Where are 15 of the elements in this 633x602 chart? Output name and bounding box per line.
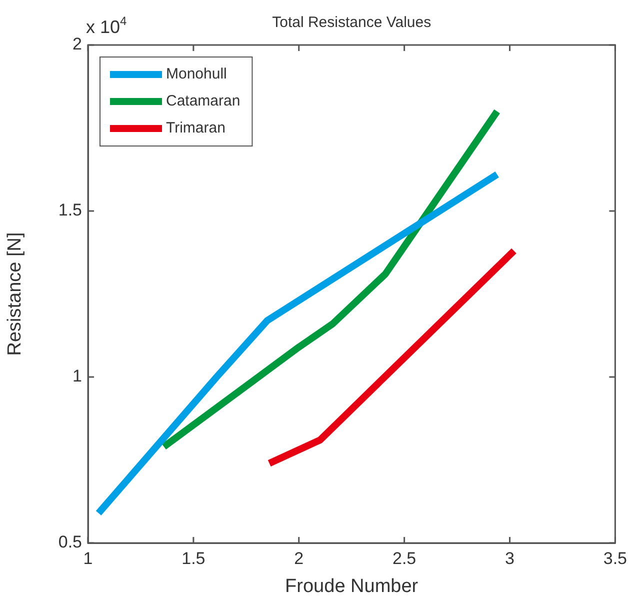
y-axis-title: Resistance [N] (4, 232, 26, 356)
legend-label: Monohull (166, 66, 227, 83)
y-tick-label: 2 (72, 34, 82, 54)
legend-label: Trimaran (166, 120, 226, 137)
y-tick-label: 0.5 (58, 532, 82, 552)
x-tick-label: 2.5 (392, 548, 416, 568)
x-tick-label: 1.5 (182, 548, 206, 568)
x-tick-label: 3.5 (603, 548, 628, 568)
legend-label: Catamaran (166, 92, 240, 110)
y-tick-label: 1 (72, 366, 82, 386)
x-axis-title: Froude Number (285, 576, 419, 597)
x-tick-label: 3 (505, 548, 514, 568)
chart-title: Total Resistance Values (272, 14, 432, 31)
x-tick-label: 2 (294, 548, 304, 568)
y-tick-label: 1.5 (58, 200, 82, 220)
